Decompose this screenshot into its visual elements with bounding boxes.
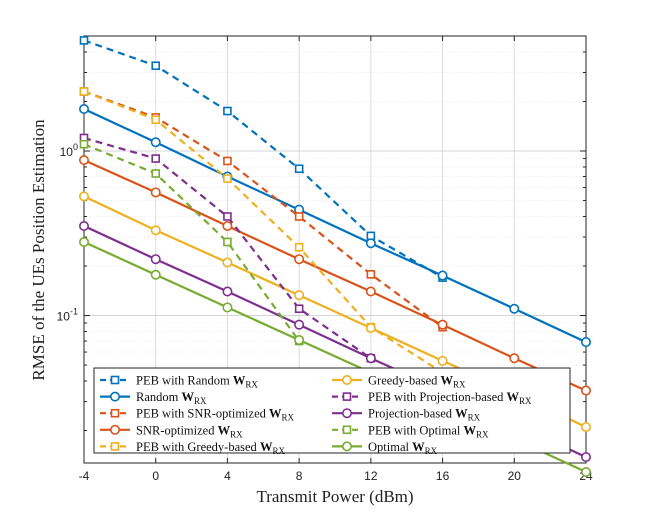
legend-label: PEB with Random WRX xyxy=(136,374,258,390)
series-line xyxy=(83,90,444,329)
square-marker xyxy=(151,61,161,70)
square-marker xyxy=(366,270,376,279)
legend-circle-marker xyxy=(341,408,352,419)
series-line xyxy=(83,159,587,392)
circle-marker xyxy=(437,270,448,281)
circle-marker xyxy=(150,137,161,148)
square-marker xyxy=(223,174,232,183)
square-marker xyxy=(223,106,232,116)
square-marker xyxy=(79,87,89,96)
legend-square-marker xyxy=(110,442,120,451)
circle-marker xyxy=(222,257,233,268)
x-tick-label: 0 xyxy=(152,469,159,483)
circle-marker xyxy=(365,353,376,364)
circle-marker xyxy=(365,286,376,297)
circle-marker xyxy=(150,187,161,198)
circle-marker xyxy=(79,236,90,247)
circle-marker xyxy=(509,303,520,314)
square-marker xyxy=(151,169,161,178)
legend-circle-marker xyxy=(110,424,121,435)
legend-square-marker xyxy=(110,408,120,418)
circle-marker xyxy=(222,221,233,232)
square-marker xyxy=(223,212,232,221)
legend-label: Greedy-based WRX xyxy=(368,374,466,390)
square-marker xyxy=(151,115,161,124)
circle-marker xyxy=(509,353,520,364)
square-marker xyxy=(223,156,232,166)
legend-square-marker xyxy=(110,375,120,385)
circle-marker xyxy=(294,254,305,265)
legend-circle-marker xyxy=(341,374,352,385)
square-marker xyxy=(294,304,304,314)
circle-marker xyxy=(294,319,305,330)
axes: -40481216202410010-1 xyxy=(57,35,593,483)
circle-marker xyxy=(150,269,161,280)
legend-label: PEB with Projection-based WRX xyxy=(368,390,532,406)
legend-circle-marker xyxy=(341,441,352,452)
circle-marker xyxy=(365,323,376,334)
series-line xyxy=(83,108,587,344)
x-tick-label: 12 xyxy=(364,469,378,483)
x-axis-title: Transmit Power (dBm) xyxy=(256,487,413,506)
circle-marker xyxy=(294,290,305,301)
legend-box xyxy=(93,367,571,454)
circle-marker xyxy=(580,337,591,348)
series-line xyxy=(83,143,300,342)
series-line xyxy=(83,90,444,374)
plot-area xyxy=(83,35,587,464)
legend-label: Projection-based WRX xyxy=(368,407,481,423)
square-marker xyxy=(294,164,304,174)
legend-label: SNR-optimized WRX xyxy=(136,423,243,439)
square-marker xyxy=(294,212,304,221)
legend-label: PEB with SNR-optimized WRX xyxy=(136,407,295,423)
x-tick-label: 16 xyxy=(436,469,450,483)
square-marker xyxy=(151,154,161,163)
circle-marker xyxy=(580,385,591,396)
circle-marker xyxy=(222,286,233,297)
square-marker xyxy=(223,237,232,247)
x-tick-label: 8 xyxy=(296,469,303,483)
series-line xyxy=(83,136,372,360)
circle-marker xyxy=(222,302,233,313)
square-marker xyxy=(79,36,89,45)
circle-marker xyxy=(79,104,90,115)
legend-circle-marker xyxy=(110,391,121,402)
legend-label: Optimal WRX xyxy=(368,440,438,456)
x-tick-label: 4 xyxy=(224,469,231,483)
square-marker xyxy=(79,139,89,149)
x-tick-label: 20 xyxy=(508,469,522,483)
legend-label: PEB with Optimal WRX xyxy=(368,423,489,439)
legend-label: Random WRX xyxy=(136,390,207,406)
legend-label: PEB with Greedy-based WRX xyxy=(136,440,285,456)
legend-square-marker xyxy=(342,392,352,401)
series-line xyxy=(83,39,444,279)
y-tick-label: 10-1 xyxy=(57,307,78,324)
legend-square-marker xyxy=(342,425,352,435)
circle-marker xyxy=(437,319,448,330)
x-tick-label: -4 xyxy=(79,469,90,483)
square-marker xyxy=(294,242,304,252)
y-tick-label: 100 xyxy=(60,142,78,159)
circle-marker xyxy=(294,335,305,346)
circle-marker xyxy=(150,225,161,236)
circle-marker xyxy=(79,191,90,202)
circle-marker xyxy=(365,238,376,249)
circle-marker xyxy=(150,254,161,265)
circle-marker xyxy=(580,422,591,433)
circle-marker xyxy=(79,221,90,232)
circle-marker xyxy=(580,466,591,477)
circle-marker xyxy=(437,355,448,366)
y-axis-title: RMSE of the UEs Position Estimation xyxy=(29,119,48,381)
circle-marker xyxy=(79,155,90,166)
circle-marker xyxy=(580,452,591,463)
